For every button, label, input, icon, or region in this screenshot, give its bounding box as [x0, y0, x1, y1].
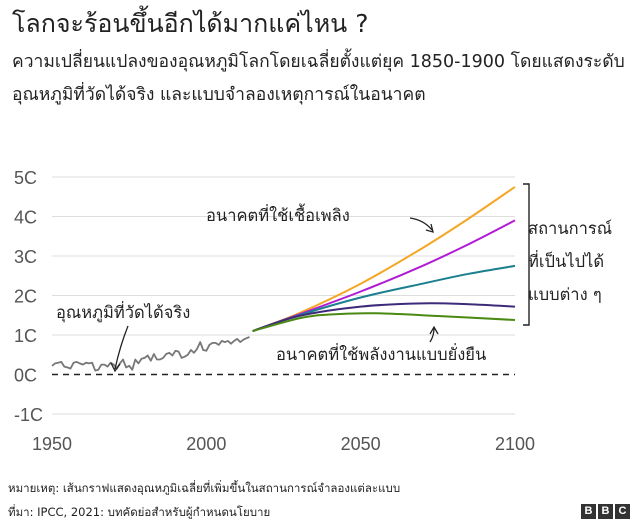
annotation-arrow-observed [114, 325, 129, 370]
annotation-observed: อุณหภูมิที่วัดได้จริง [56, 301, 190, 323]
chart-title: โลกจะร้อนขึ้นอีกได้มากแค่ไหน ? [12, 9, 369, 38]
y-tick-label: -1C [14, 405, 43, 425]
annotation-scenarios-line1: สถานการณ์ [528, 219, 612, 238]
x-axis-ticks: 1950 2000 2050 2100 [32, 434, 535, 454]
annotation-arrow-fossil [409, 217, 433, 231]
x-tick-label: 2100 [495, 434, 535, 454]
bbc-logo-letter: B [581, 504, 596, 519]
y-tick-label: 2C [14, 287, 37, 307]
series-layer [51, 186, 516, 372]
temperature-chart: 5C 4C 3C 2C 1C 0C -1C 1950 2000 2050 2100 อนาคตที… [14, 168, 612, 454]
x-tick-label: 2000 [186, 434, 226, 454]
x-tick-label: 1950 [32, 434, 72, 454]
scenario-bracket [523, 183, 530, 326]
annotation-scenarios-line3: แบบต่าง ๆ [528, 285, 602, 304]
gridlines [52, 176, 515, 415]
scenario-line-5 [252, 312, 516, 333]
observed-temperature-line [51, 336, 250, 372]
y-tick-label: 4C [14, 208, 37, 228]
annotation-arrow-sustainable [429, 327, 435, 343]
scenario-line-2 [252, 219, 516, 333]
y-tick-label: 0C [14, 366, 37, 386]
y-tick-label: 5C [14, 168, 37, 188]
annotation-arrowhead-observed [110, 362, 121, 373]
annotation-arrowhead-fossil [425, 223, 434, 233]
annotation-sustainable-future: อนาคตที่ใช้พลังงานแบบยั่งยืน [276, 343, 486, 364]
chart-subtitle: ความเปลี่ยนแปลงของอุณหภูมิโลกโดยเฉลี่ยตั… [12, 52, 625, 105]
scenario-line-4 [252, 302, 516, 333]
x-tick-label: 2050 [341, 434, 381, 454]
annotation-scenarios-line2: ที่เป็นไปได้ [528, 250, 604, 271]
scenario-line-3 [252, 264, 516, 333]
footer-note: หมายเหตุ: เส้นกราฟแสดงอุณหภูมิเฉลี่ยที่เ… [8, 481, 401, 495]
y-tick-label: 3C [14, 247, 37, 267]
footer-source: ที่มา: IPCC, 2021: บทคัดย่อสำหรับผู้กำหน… [8, 505, 271, 519]
bbc-logo-letter: B [598, 504, 613, 519]
bbc-logo-letter: C [615, 504, 630, 519]
annotation-arrowhead-sustainable [429, 325, 439, 335]
bbc-logo: B B C [581, 504, 630, 519]
y-tick-label: 1C [14, 326, 37, 346]
y-axis-ticks: 5C 4C 3C 2C 1C 0C -1C [14, 168, 43, 425]
annotation-fossil-future: อนาคตที่ใช้เชื้อเพลิง [206, 203, 350, 225]
